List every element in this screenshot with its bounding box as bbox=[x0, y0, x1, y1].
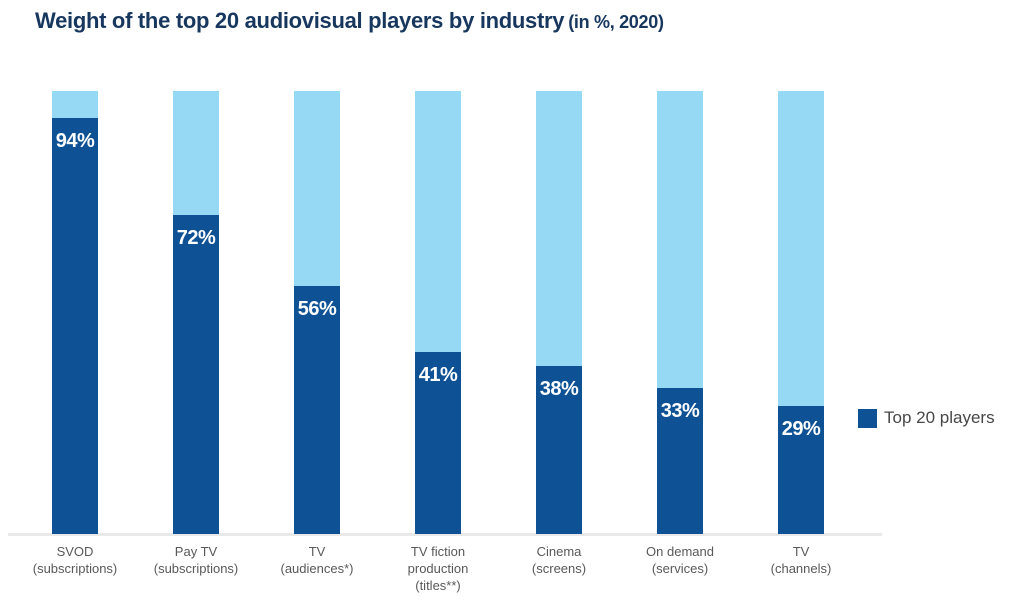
category-label: SVOD (subscriptions) bbox=[32, 544, 118, 576]
legend-swatch bbox=[858, 408, 877, 428]
category-label: TV fiction production (titles**) bbox=[407, 544, 469, 593]
legend-label: Top 20 players bbox=[884, 408, 995, 427]
category-label: On demand (services) bbox=[646, 544, 714, 576]
bar-top20-segment: 72% bbox=[173, 215, 219, 534]
bar-top20-segment: 38% bbox=[536, 365, 582, 534]
x-axis-line bbox=[8, 533, 882, 536]
bar-top20-segment: 94% bbox=[52, 117, 98, 534]
bar-top20-segment: 41% bbox=[415, 352, 461, 534]
category-label: TV (channels) bbox=[770, 544, 832, 576]
bar-7: 29% bbox=[778, 91, 824, 534]
category-label: Cinema (screens) bbox=[531, 544, 587, 576]
bar-value-label: 33% bbox=[660, 399, 700, 422]
category-label: Pay TV (subscriptions) bbox=[153, 544, 239, 576]
bar-value-label: 41% bbox=[418, 364, 458, 387]
bar-value-label: 72% bbox=[176, 227, 216, 250]
bar-top20-segment: 33% bbox=[657, 387, 703, 534]
chart-title-suffix: (in %, 2020) bbox=[568, 12, 664, 32]
category-label: TV (audiences*) bbox=[280, 544, 354, 576]
bar-value-label: 94% bbox=[55, 129, 95, 152]
bar-6: 33% bbox=[657, 91, 703, 534]
bar-value-label: 38% bbox=[539, 377, 579, 400]
bar-value-label: 56% bbox=[297, 297, 337, 320]
bar-1: 94% bbox=[52, 91, 98, 534]
bar-2: 72% bbox=[173, 91, 219, 534]
bar-value-label: 29% bbox=[781, 417, 821, 440]
legend: Top 20 players bbox=[858, 408, 995, 428]
bar-5: 38% bbox=[536, 91, 582, 534]
bar-top20-segment: 29% bbox=[778, 405, 824, 534]
chart-title: Weight of the top 20 audiovisual players… bbox=[35, 8, 664, 34]
chart-title-main: Weight of the top 20 audiovisual players… bbox=[35, 8, 565, 33]
bar-3: 56% bbox=[294, 91, 340, 534]
bar-top20-segment: 56% bbox=[294, 285, 340, 534]
bar-4: 41% bbox=[415, 91, 461, 534]
